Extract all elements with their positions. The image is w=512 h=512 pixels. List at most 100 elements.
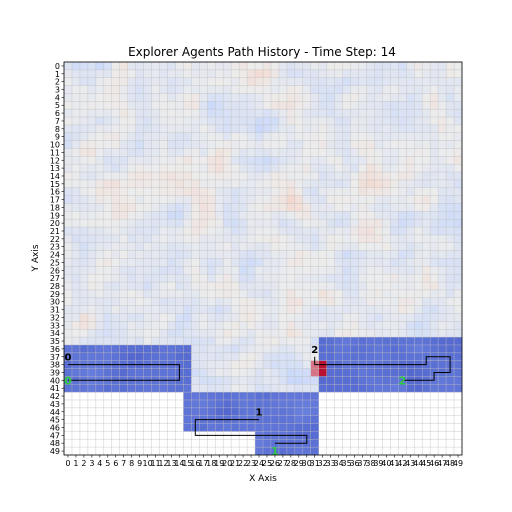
agent-1-end-label: 1	[271, 445, 279, 458]
y-tick-label: 6	[55, 109, 60, 118]
heat-cell	[135, 258, 144, 267]
heat-cell	[79, 62, 89, 71]
heat-cell	[294, 289, 303, 298]
heat-cell	[263, 109, 272, 118]
heat-cell	[167, 337, 176, 346]
heat-cell	[135, 305, 144, 314]
heat-cell	[191, 77, 200, 86]
heat-cell	[278, 242, 288, 251]
heat-cell	[223, 329, 232, 338]
heat-cell	[278, 329, 288, 338]
heat-cell	[159, 282, 168, 291]
heat-cell	[111, 195, 120, 204]
heat-cell	[103, 203, 112, 212]
heat-cell	[135, 109, 144, 118]
heat-cell	[255, 156, 264, 165]
heat-cell	[64, 219, 73, 228]
heat-cell	[278, 109, 288, 118]
heat-cell	[127, 289, 136, 298]
heat-cell	[382, 132, 391, 141]
heat-cell	[310, 329, 319, 338]
heat-cell	[270, 360, 280, 369]
heat-cell	[119, 140, 128, 149]
heat-cell	[191, 329, 200, 338]
heat-cell	[71, 211, 81, 220]
heat-cell	[231, 392, 240, 401]
heat-cell	[302, 172, 311, 181]
heat-cell	[119, 164, 128, 173]
heat-cell	[406, 195, 415, 204]
heat-cell	[191, 219, 200, 228]
heat-cell	[294, 242, 303, 251]
heat-cell	[438, 179, 447, 188]
heat-cell	[430, 227, 439, 236]
heat-cell	[270, 415, 280, 424]
heat-cell	[79, 195, 89, 204]
heat-cell	[278, 179, 288, 188]
heat-cell	[215, 344, 224, 354]
heat-cell	[87, 282, 97, 291]
heat-cell	[183, 392, 192, 401]
heat-cell	[207, 187, 216, 196]
heat-cell	[263, 344, 272, 354]
heat-cell	[135, 148, 144, 157]
heat-cell	[326, 140, 335, 149]
heat-cell	[71, 329, 81, 338]
heat-cell	[326, 179, 335, 188]
heat-cell	[95, 132, 104, 141]
heat-cell	[374, 62, 383, 71]
heat-cell	[207, 289, 216, 298]
heat-cell	[183, 305, 192, 314]
heat-cell	[151, 101, 160, 110]
heat-cell	[398, 101, 407, 110]
heat-cell	[127, 62, 136, 71]
heat-cell	[239, 392, 248, 401]
heat-cell	[95, 85, 104, 94]
heat-cell	[294, 179, 303, 188]
heat-cell	[151, 344, 160, 354]
heat-cell	[286, 407, 296, 416]
heat-cell	[430, 282, 439, 291]
x-tick-label: 42	[397, 459, 407, 468]
heat-cell	[270, 384, 280, 393]
heat-cell	[302, 266, 311, 275]
heat-cell	[430, 164, 439, 173]
heat-cell	[350, 179, 359, 188]
heat-cell	[374, 195, 383, 204]
heat-cell	[199, 266, 208, 275]
heat-cell	[247, 352, 256, 361]
heat-cell	[278, 392, 288, 401]
heat-cell	[159, 305, 168, 314]
heat-cell	[175, 297, 184, 306]
heat-cell	[374, 352, 383, 361]
heat-cell	[64, 352, 73, 361]
heat-cell	[438, 62, 447, 71]
heat-cell	[414, 211, 423, 220]
heat-cell	[398, 344, 407, 354]
heat-cell	[286, 368, 296, 377]
heat-cell	[454, 164, 463, 173]
heat-cell	[446, 321, 455, 330]
heat-cell	[390, 258, 399, 267]
heat-cell	[446, 85, 455, 94]
heat-cell	[119, 156, 128, 165]
heat-cell	[430, 258, 439, 267]
y-tick-label: 2	[55, 78, 60, 87]
heat-cell	[64, 211, 73, 220]
heat-cell	[326, 109, 335, 118]
heat-cell	[414, 344, 423, 354]
heat-cell	[79, 313, 89, 322]
heat-cell	[223, 360, 232, 369]
heat-cell	[374, 164, 383, 173]
heat-cell	[334, 274, 343, 283]
heat-cell	[239, 250, 248, 259]
heat-cell	[199, 219, 208, 228]
heat-cell	[294, 423, 303, 432]
heat-cell	[446, 124, 455, 133]
heat-cell	[350, 250, 359, 259]
heat-cell	[151, 117, 160, 126]
heat-cell	[382, 77, 391, 86]
heat-cell	[231, 101, 240, 110]
heat-cell	[270, 313, 280, 322]
